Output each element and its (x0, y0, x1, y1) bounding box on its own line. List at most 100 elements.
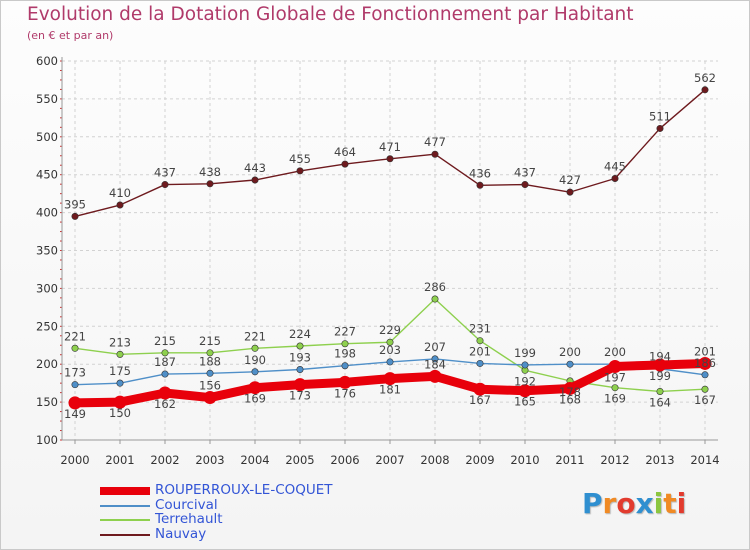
data-point (701, 385, 709, 393)
data-point (293, 378, 307, 392)
x-tick-label: 2006 (330, 453, 359, 467)
data-label: 197 (604, 370, 626, 384)
data-label: 192 (514, 374, 536, 388)
data-point (608, 359, 622, 373)
data-point (251, 176, 259, 184)
data-label: 200 (559, 345, 581, 359)
data-point (521, 181, 529, 189)
data-label: 221 (64, 329, 86, 343)
logo-letter: r (602, 487, 617, 520)
data-label: 167 (469, 393, 491, 407)
data-point (386, 155, 394, 163)
data-point (206, 349, 214, 357)
data-point (341, 340, 349, 348)
data-point (656, 387, 664, 395)
data-label: 227 (334, 325, 356, 339)
x-tick-label: 2004 (240, 453, 269, 467)
data-point (566, 360, 574, 368)
legend-label: Nauvay (155, 525, 207, 542)
y-tick-label: 450 (36, 168, 58, 182)
data-label: 165 (514, 395, 536, 409)
y-tick-label: 400 (36, 206, 58, 220)
x-tick-label: 2011 (555, 453, 584, 467)
data-point (116, 350, 124, 358)
data-point (611, 174, 619, 182)
data-label: 224 (289, 327, 311, 341)
data-label: 178 (559, 385, 581, 399)
data-point (521, 361, 529, 369)
data-label: 443 (244, 161, 266, 175)
data-label: 169 (244, 392, 266, 406)
y-tick-label: 600 (36, 54, 58, 68)
data-point (563, 381, 577, 395)
data-point (476, 337, 484, 345)
data-point (341, 362, 349, 370)
data-label: 190 (244, 353, 266, 367)
logo-letter: i (676, 487, 687, 520)
data-point (71, 344, 79, 352)
data-point (251, 344, 259, 352)
axes: 100 150 200 250 300 350 400 450 500 550 600 2000 200… (36, 54, 720, 467)
data-label: 427 (559, 173, 581, 187)
data-label: 186 (694, 356, 716, 370)
data-label: 194 (649, 350, 671, 364)
data-label: 229 (379, 323, 401, 337)
data-label: 231 (469, 322, 491, 336)
data-label: 477 (424, 135, 446, 149)
data-point (248, 381, 262, 395)
data-point (701, 371, 709, 379)
data-point (206, 369, 214, 377)
data-point (206, 180, 214, 188)
data-label: 395 (64, 197, 86, 211)
data-label: 437 (514, 166, 536, 180)
data-label: 199 (649, 369, 671, 383)
x-tick-label: 2010 (510, 453, 539, 467)
data-point (113, 395, 127, 409)
data-label: 149 (64, 407, 86, 421)
data-point (656, 124, 664, 132)
data-label: 175 (109, 364, 131, 378)
chart-subtitle: (en € et par an) (27, 29, 114, 42)
data-label: 445 (604, 159, 626, 173)
data-label: 150 (109, 406, 131, 420)
data-point (566, 188, 574, 196)
data-point (158, 386, 172, 400)
data-point (698, 356, 712, 370)
data-point (518, 384, 532, 398)
data-label: 215 (154, 334, 176, 348)
data-point (338, 375, 352, 389)
proxiti-logo: Proxiti (582, 487, 686, 520)
data-point (473, 382, 487, 396)
legend-swatch (100, 519, 150, 521)
y-tick-label: 550 (36, 92, 58, 106)
data-label: 188 (199, 354, 221, 368)
x-tick-label: 2002 (150, 453, 179, 467)
data-label: 437 (154, 166, 176, 180)
data-label: 464 (334, 145, 356, 159)
data-point (611, 384, 619, 392)
series-group (68, 86, 712, 410)
data-point (431, 295, 439, 303)
data-label: 221 (244, 329, 266, 343)
y-tick-label: 100 (36, 433, 58, 447)
data-label: 410 (109, 186, 131, 200)
legend-label: ROUPERROUX-LE-COQUET (155, 482, 333, 498)
x-tick-label: 2014 (690, 453, 719, 467)
data-label: 162 (154, 397, 176, 411)
data-label: 436 (469, 166, 491, 180)
data-label: 213 (109, 335, 131, 349)
data-label: 169 (604, 392, 626, 406)
data-point (431, 355, 439, 363)
data-label: 201 (469, 344, 491, 358)
data-label: 181 (379, 383, 401, 397)
data-label: 167 (694, 393, 716, 407)
data-label: 471 (379, 140, 401, 154)
data-point (701, 86, 709, 94)
data-label: 511 (649, 109, 671, 123)
data-label: 201 (694, 344, 716, 358)
data-point (116, 201, 124, 209)
chart-title: Evolution de la Dotation Globale de Fonc… (27, 4, 634, 25)
data-label: 203 (379, 343, 401, 357)
